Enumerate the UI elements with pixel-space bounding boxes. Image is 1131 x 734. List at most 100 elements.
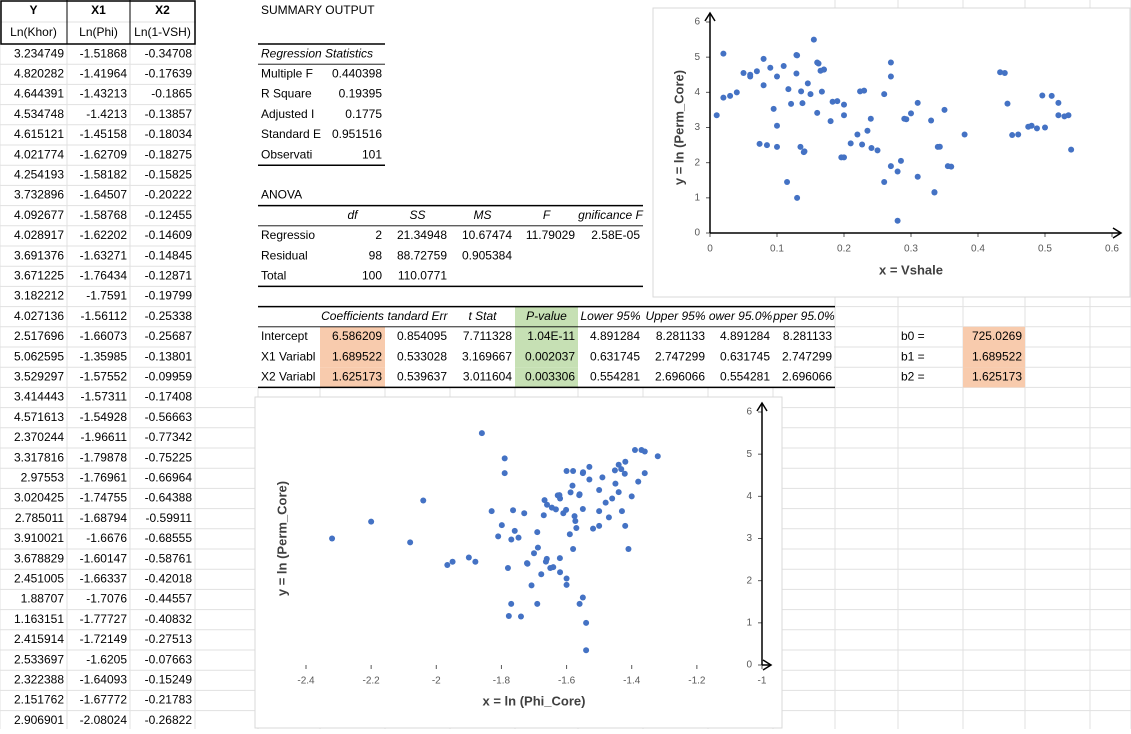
cell: 21.34948: [397, 228, 447, 242]
data-point: [552, 506, 559, 513]
cell: -1.6205: [86, 652, 127, 666]
data-point: [760, 55, 767, 62]
data-point: [517, 613, 524, 620]
data-point: [521, 510, 528, 517]
cell: 3.678829: [14, 551, 64, 565]
data-point: [797, 143, 804, 150]
cell: -0.13801: [145, 349, 193, 363]
cell: 88.72759: [397, 248, 447, 262]
data-point: [834, 98, 841, 105]
data-point: [774, 73, 780, 80]
cell: 0.19395: [339, 87, 383, 101]
cell: 2.58E-05: [591, 228, 640, 242]
cell: -1.57311: [81, 390, 128, 404]
cell: -1.57552: [80, 369, 128, 383]
cell: b1 =: [901, 349, 925, 363]
data-point: [774, 143, 780, 150]
section-title: Regression Statistics: [261, 46, 373, 60]
data-point: [818, 88, 825, 95]
cell: 2.747299: [782, 349, 832, 363]
cell: -1.79878: [80, 450, 128, 464]
cell: -1.62709: [80, 147, 128, 161]
cell: -1.4213: [86, 107, 127, 121]
cell: Standard E: [261, 127, 321, 141]
data-point: [534, 544, 541, 551]
cell: -0.21783: [145, 693, 193, 707]
header-border: [0, 0, 196, 45]
cell: 2.322388: [14, 672, 64, 686]
data-point: [609, 495, 616, 502]
data-point: [465, 554, 472, 561]
data-point: [573, 524, 580, 531]
cell: -0.18275: [145, 147, 193, 161]
cell: 8.281133: [656, 329, 705, 343]
data-point: [505, 612, 512, 619]
cell: 0.554281: [720, 369, 770, 383]
cell: X2 Variabl: [261, 369, 315, 383]
data-point: [501, 470, 508, 477]
cell: 4.092677: [14, 208, 64, 222]
data-point: [508, 536, 515, 543]
data-point: [1065, 112, 1072, 119]
table-header: P-value: [526, 309, 567, 323]
data-point: [788, 100, 795, 107]
cell: -0.56663: [145, 410, 193, 424]
data-point: [774, 122, 780, 129]
cell: 4.028917: [14, 228, 64, 242]
cell: 2.151762: [14, 693, 64, 707]
cell-fill: [963, 326, 1025, 347]
summary-title: SUMMARY OUTPUT: [261, 3, 375, 17]
data-point: [753, 68, 760, 75]
cell: -0.66964: [145, 470, 193, 484]
data-point: [557, 495, 564, 502]
data-point: [618, 466, 625, 473]
cell: 1.625173: [972, 369, 1022, 383]
data-point: [798, 88, 805, 95]
data-point: [820, 66, 827, 73]
x-tick-label: -1.8: [493, 676, 511, 687]
data-point: [868, 145, 875, 152]
column-header: X2: [155, 3, 170, 17]
data-point: [586, 476, 593, 483]
cell: -0.14609: [145, 228, 193, 242]
data-point: [556, 555, 563, 562]
data-point: [740, 69, 747, 76]
x-axis-title: x = Vshale: [879, 262, 943, 277]
x-tick-label: -2.2: [363, 676, 381, 687]
data-point: [654, 453, 661, 460]
x-tick-label: -1.2: [688, 676, 706, 687]
data-point: [1004, 100, 1011, 107]
data-point: [767, 64, 774, 71]
x-tick-label: 0.4: [971, 244, 985, 255]
y-tick-label: 5: [746, 449, 752, 460]
cell: -0.25687: [145, 329, 193, 343]
x-tick-label: 0: [707, 244, 713, 255]
cell: -1.76961: [80, 470, 128, 484]
data-point: [449, 558, 456, 565]
cell: -1.66337: [80, 571, 128, 585]
table-header: SS: [409, 208, 425, 222]
data-point: [531, 550, 537, 557]
cell: -0.17408: [145, 390, 193, 404]
data-point: [747, 71, 754, 78]
table-header: F: [543, 208, 551, 222]
data-point: [804, 80, 811, 87]
cell: 3.671225: [14, 268, 64, 282]
cell: 2: [375, 228, 382, 242]
data-point: [829, 98, 836, 105]
table-header: gnificance F: [578, 208, 643, 222]
data-point: [887, 59, 894, 66]
data-point: [1033, 125, 1040, 132]
cell: 2.97553: [21, 470, 65, 484]
cell: -1.64507: [80, 188, 128, 202]
cell: 4.534748: [14, 107, 64, 121]
y-tick-label: 0: [746, 660, 752, 671]
cell: -1.7076: [86, 592, 127, 606]
data-point: [785, 86, 792, 93]
data-point: [931, 189, 938, 196]
cell: 1.625173: [332, 369, 382, 383]
cell: -0.27513: [145, 632, 193, 646]
cell: Intercept: [261, 329, 308, 343]
data-point: [1001, 69, 1008, 76]
cell: 3.317816: [14, 450, 64, 464]
